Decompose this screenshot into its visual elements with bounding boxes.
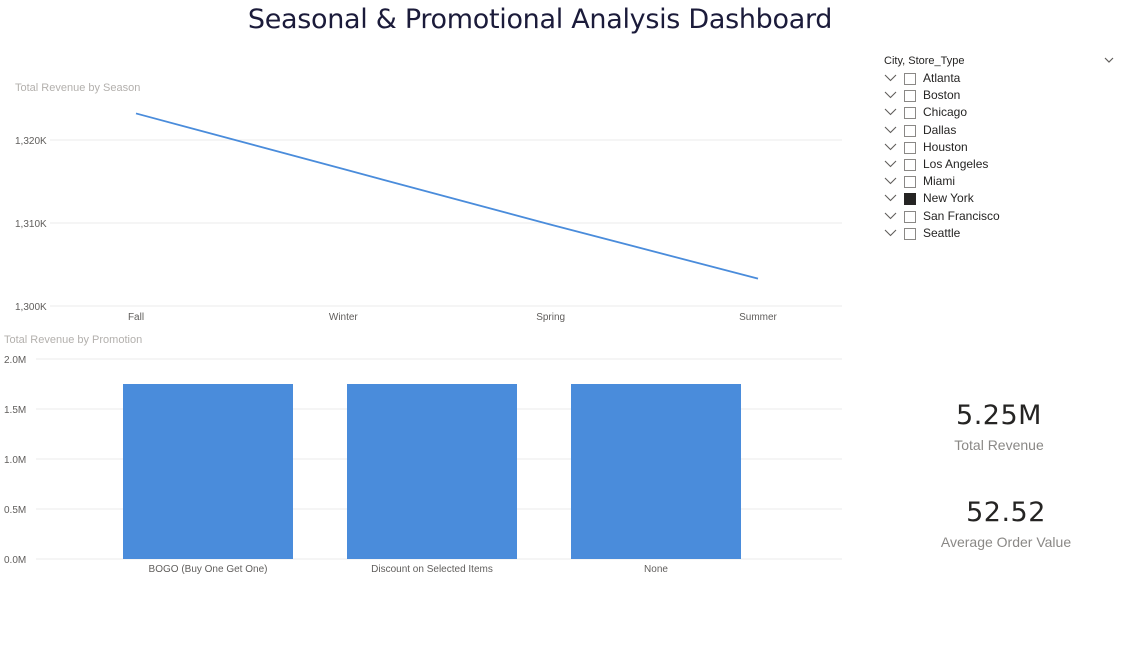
- kpi-label: Total Revenue: [954, 437, 1044, 453]
- city-store-type-slicer[interactable]: City, Store_Type Atlanta Boston Chicago Dal…: [884, 55, 1120, 243]
- kpi-value: 5.25M: [956, 400, 1042, 431]
- slicer-list: Atlanta Boston Chicago Dallas Houston Los Ang…: [884, 71, 1120, 243]
- chevron-down-icon[interactable]: [884, 228, 897, 238]
- slicer-item[interactable]: Boston: [884, 88, 1120, 105]
- slicer-item[interactable]: Los Angeles: [884, 157, 1120, 174]
- chevron-down-icon[interactable]: [884, 90, 897, 100]
- checkbox[interactable]: [904, 107, 916, 120]
- bar[interactable]: [571, 384, 741, 559]
- line-x-tick-label: Winter: [329, 312, 359, 323]
- slicer-item-label: New York: [923, 191, 974, 206]
- kpi-value: 52.52: [966, 497, 1046, 528]
- slicer-item[interactable]: San Francisco: [884, 209, 1120, 226]
- slicer-item-label: Boston: [923, 88, 961, 103]
- slicer-item[interactable]: Chicago: [884, 105, 1120, 122]
- checkbox[interactable]: [904, 193, 916, 206]
- checkbox[interactable]: [904, 176, 916, 189]
- bar-y-tick-label: 1.0M: [4, 455, 26, 466]
- chevron-down-icon[interactable]: [884, 142, 897, 152]
- line-chart[interactable]: 1,300K 1,310K 1,320K Fall Winter Spring Summer: [0, 100, 850, 330]
- kpi-total-revenue: 5.25M Total Revenue: [899, 400, 1099, 453]
- chevron-down-icon[interactable]: [884, 176, 897, 186]
- checkbox[interactable]: [904, 141, 916, 154]
- slicer-item[interactable]: Houston: [884, 140, 1120, 157]
- checkbox[interactable]: [904, 158, 916, 171]
- bar-y-tick-label: 0.5M: [4, 505, 26, 516]
- line-point[interactable]: [341, 167, 345, 171]
- slicer-item[interactable]: Atlanta: [884, 71, 1120, 88]
- line-series[interactable]: [135, 112, 759, 280]
- bar[interactable]: [347, 384, 517, 559]
- line-y-tick-label: 1,310K: [15, 219, 47, 230]
- slicer-item-label: San Francisco: [923, 208, 1000, 223]
- line-chart-title: Total Revenue by Season: [15, 82, 141, 94]
- chevron-down-icon[interactable]: [884, 159, 897, 169]
- bar-y-tick-label: 2.0M: [4, 355, 26, 366]
- checkbox[interactable]: [904, 210, 916, 223]
- slicer-item-label: Houston: [923, 139, 968, 154]
- slicer-item-label: Atlanta: [923, 71, 961, 85]
- line-x-tick-label: Spring: [536, 312, 565, 323]
- bar-y-tick-label: 0.0M: [4, 555, 26, 566]
- slicer-item-label: Miami: [923, 174, 955, 189]
- slicer-item-label: Chicago: [923, 105, 968, 120]
- bar-x-tick-label: Discount on Selected Items: [371, 564, 493, 575]
- checkbox[interactable]: [904, 124, 916, 137]
- bar-chart-title: Total Revenue by Promotion: [4, 334, 143, 346]
- dashboard-title: Seasonal & Promotional Analysis Dashboar…: [247, 4, 833, 35]
- chevron-down-icon[interactable]: [884, 211, 897, 221]
- chevron-down-icon[interactable]: [884, 193, 897, 203]
- checkbox[interactable]: [904, 73, 916, 85]
- line-point[interactable]: [756, 277, 760, 281]
- bar[interactable]: [123, 384, 293, 559]
- line-y-tick-label: 1,300K: [15, 302, 47, 313]
- checkbox[interactable]: [904, 90, 916, 103]
- bar-x-tick-label: None: [644, 564, 668, 575]
- line-x-tick-label: Summer: [739, 312, 777, 323]
- slicer-item[interactable]: New York: [884, 191, 1120, 208]
- kpi-label: Average Order Value: [940, 534, 1072, 550]
- slicer-header-label: City, Store_Type: [884, 55, 965, 67]
- slicer-item[interactable]: Dallas: [884, 123, 1120, 140]
- line-x-tick-label: Fall: [128, 312, 144, 323]
- line-y-tick-label: 1,320K: [15, 136, 47, 147]
- bar-y-tick-label: 1.5M: [4, 405, 26, 416]
- bar-chart[interactable]: 0.0M 0.5M 1.0M 1.5M 2.0M BOGO (Buy One Get On…: [0, 350, 850, 580]
- kpi-average-order-value: 52.52 Average Order Value: [906, 497, 1106, 550]
- chevron-down-icon[interactable]: [884, 73, 897, 83]
- line-point[interactable]: [549, 223, 553, 227]
- line-point[interactable]: [134, 111, 138, 115]
- chevron-down-icon[interactable]: [884, 107, 897, 117]
- bar-x-tick-label: BOGO (Buy One Get One): [149, 564, 268, 575]
- slicer-item-label: Los Angeles: [923, 156, 989, 171]
- slicer-header[interactable]: City, Store_Type: [884, 55, 1120, 71]
- slicer-item[interactable]: Seattle: [884, 226, 1120, 243]
- slicer-item-label: Seattle: [923, 225, 961, 240]
- chevron-down-icon[interactable]: [884, 125, 897, 135]
- slicer-item[interactable]: Miami: [884, 174, 1120, 191]
- slicer-item-label: Dallas: [923, 122, 957, 137]
- chevron-down-icon[interactable]: [1104, 55, 1114, 65]
- checkbox[interactable]: [904, 227, 916, 240]
